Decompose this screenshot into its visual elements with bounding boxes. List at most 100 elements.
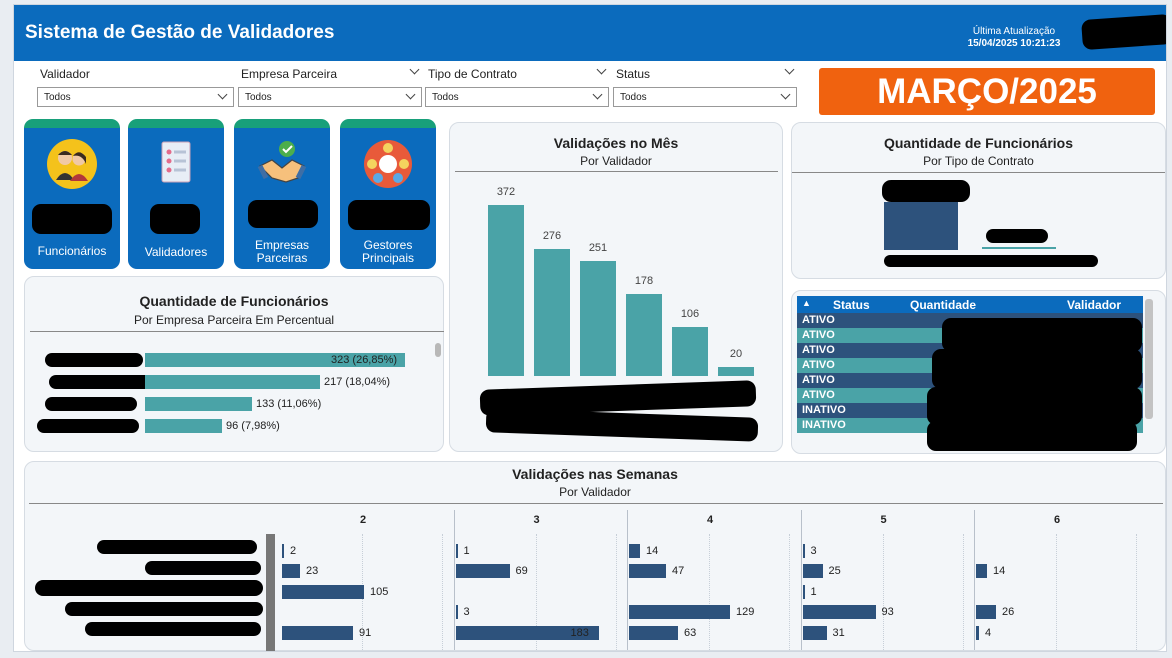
chevron-down-icon[interactable]	[596, 64, 607, 75]
col-header-quantidade[interactable]: Quantidade	[910, 298, 977, 312]
redacted-axis-labels	[485, 408, 759, 442]
bar[interactable]	[629, 626, 678, 640]
bar[interactable]	[802, 544, 805, 558]
bar[interactable]	[455, 544, 458, 558]
redacted-label	[97, 540, 257, 554]
bar[interactable]	[282, 626, 353, 640]
filter-contrato[interactable]: Todos	[425, 87, 609, 107]
bar-value-label: 217 (18,04%)	[324, 376, 391, 388]
chevron-down-icon	[592, 89, 603, 100]
bar[interactable]	[145, 419, 222, 433]
filter-label-empresa: Empresa Parceira	[241, 67, 338, 81]
bar[interactable]	[455, 626, 599, 640]
bar[interactable]	[976, 564, 987, 578]
bar[interactable]	[802, 605, 876, 619]
panel-validacoes-mes: Validações no Mês Por Validador 372 276 25…	[449, 122, 783, 452]
bar-value-label: 129	[736, 606, 755, 618]
panel-funcionarios-contrato: Quantidade de Funcionários Por Tipo de C…	[791, 122, 1166, 279]
bar-value-label: 178	[634, 275, 654, 287]
bar[interactable]	[282, 564, 300, 578]
chevron-down-icon	[405, 89, 416, 100]
bar[interactable]	[455, 605, 458, 619]
card-gestores[interactable]: Gestores Principais	[340, 119, 436, 269]
contract-bar[interactable]	[884, 202, 958, 250]
bar[interactable]	[488, 205, 524, 376]
col-header-validador[interactable]: Validador	[1067, 298, 1122, 312]
status-cell: ATIVO	[802, 374, 835, 386]
scrollbar[interactable]	[266, 534, 275, 651]
bar-value-label: 106	[680, 308, 700, 320]
bar[interactable]	[629, 544, 640, 558]
last-update-value: 15/04/2025 10:21:23	[967, 38, 1061, 49]
status-cell: INATIVO	[802, 404, 846, 416]
people-icon	[47, 139, 97, 189]
gridline	[789, 534, 790, 650]
bar[interactable]	[145, 353, 405, 367]
bar[interactable]	[580, 261, 616, 376]
redacted-label	[986, 229, 1048, 243]
redacted-kpi	[248, 200, 318, 228]
bar-value-label: 14	[993, 565, 1006, 577]
redacted-label	[49, 375, 153, 389]
chevron-down-icon[interactable]	[784, 64, 795, 75]
bar[interactable]	[718, 367, 754, 376]
column-separator	[453, 510, 455, 650]
gridline	[615, 534, 617, 650]
bar[interactable]	[145, 397, 252, 411]
bar-value-label: 276	[542, 230, 562, 242]
bar-value-label: 2	[290, 545, 297, 557]
bar[interactable]	[282, 585, 364, 599]
bar[interactable]	[455, 564, 510, 578]
divider	[792, 172, 1165, 173]
last-update: Última Atualização 15/04/2025 10:21:23	[954, 26, 1074, 50]
redacted-label	[35, 580, 263, 596]
filter-contrato-value: Todos	[432, 92, 459, 103]
bar-value-label: 133 (11,06%)	[256, 398, 322, 410]
col-header-status[interactable]: Status	[833, 298, 870, 312]
filter-empresa[interactable]: Todos	[238, 87, 422, 107]
gridline	[882, 534, 884, 650]
chevron-down-icon[interactable]	[409, 64, 420, 75]
bar[interactable]	[802, 626, 827, 640]
bar[interactable]	[626, 294, 662, 376]
bar[interactable]	[629, 564, 666, 578]
filter-label-status: Status	[616, 67, 651, 81]
bar[interactable]	[145, 375, 320, 389]
gridline	[535, 534, 537, 650]
scrollbar[interactable]	[1145, 299, 1153, 419]
bar[interactable]	[672, 327, 708, 376]
contract-bar[interactable]	[982, 247, 1056, 249]
bar-value-label: 91	[359, 627, 372, 639]
bar[interactable]	[976, 605, 996, 619]
filter-validador[interactable]: Todos	[37, 87, 234, 107]
redacted-label	[37, 419, 139, 433]
bar-value-label: 183	[570, 627, 589, 639]
sort-asc-icon[interactable]: ▲	[802, 298, 811, 308]
card-funcionarios[interactable]: Funcionários	[24, 119, 120, 269]
bar-value-label: 251	[588, 242, 608, 254]
bar[interactable]	[282, 544, 284, 558]
bar-value-label: 1	[810, 586, 817, 598]
bar[interactable]	[802, 564, 823, 578]
redacted-kpi	[150, 204, 200, 234]
dashboard-frame: Sistema de Gestão de Validadores Última …	[13, 4, 1167, 652]
bar[interactable]	[976, 626, 979, 640]
bar[interactable]	[629, 605, 730, 619]
card-label-empresas-line2: Parceiras	[256, 251, 308, 265]
bar[interactable]	[802, 585, 805, 599]
card-label-funcionarios: Funcionários	[37, 244, 107, 258]
redacted-label	[882, 180, 970, 202]
gridline	[709, 534, 710, 650]
scrollbar[interactable]	[435, 343, 441, 357]
bar[interactable]	[534, 249, 570, 376]
redacted-label	[85, 622, 261, 636]
redacted-table	[932, 349, 1142, 389]
status-cell: ATIVO	[802, 314, 835, 326]
redacted-label	[145, 561, 261, 575]
redacted-kpi	[348, 200, 430, 230]
chevron-down-icon	[217, 89, 228, 100]
card-validadores[interactable]: Validadores	[128, 119, 224, 269]
filter-status[interactable]: Todos	[613, 87, 797, 107]
week-header: 5	[880, 514, 887, 526]
card-empresas[interactable]: Empresas Parceiras	[234, 119, 330, 269]
